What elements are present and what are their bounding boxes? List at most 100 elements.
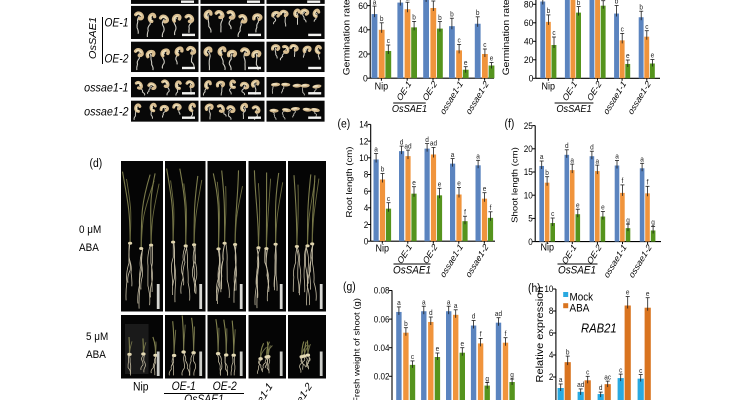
svg-text:0.06: 0.06 (374, 314, 390, 325)
svg-text:g: g (651, 219, 655, 226)
svg-text:0.04: 0.04 (374, 342, 390, 353)
svg-text:e: e (457, 180, 461, 187)
svg-text:Fresh weight of shoot (g): Fresh weight of shoot (g) (352, 298, 361, 400)
svg-text:20: 20 (524, 55, 533, 66)
svg-text:4: 4 (549, 350, 554, 361)
svg-text:Germination rate (%): Germination rate (%) (342, 0, 352, 75)
svg-text:a: a (454, 303, 458, 310)
svg-text:ad: ad (577, 382, 584, 389)
svg-text:ad: ad (430, 140, 437, 147)
svg-text:10: 10 (544, 284, 553, 295)
svg-text:RAB21: RAB21 (581, 321, 617, 336)
svg-text:a: a (595, 158, 599, 165)
svg-text:f: f (480, 331, 482, 338)
svg-text:12: 12 (359, 136, 368, 147)
svg-text:OsSAE1: OsSAE1 (88, 17, 98, 59)
svg-text:a: a (570, 157, 574, 164)
svg-text:Relative expression: Relative expression (535, 286, 545, 382)
svg-text:d: d (590, 144, 594, 151)
svg-text:d: d (599, 385, 603, 392)
svg-text:c: c (645, 24, 649, 31)
svg-text:14: 14 (359, 119, 368, 130)
svg-text:e: e (483, 186, 487, 193)
svg-text:a: a (559, 377, 563, 384)
svg-text:g: g (485, 376, 489, 383)
svg-text:OE-1: OE-1 (172, 381, 196, 394)
svg-text:a: a (373, 0, 377, 6)
svg-text:c: c (457, 37, 461, 44)
svg-text:(g): (g) (343, 281, 356, 294)
svg-text:a: a (615, 153, 619, 160)
svg-text:a: a (476, 153, 480, 160)
svg-text:e: e (626, 53, 630, 60)
svg-text:0: 0 (363, 73, 368, 84)
svg-text:(e): (e) (338, 118, 351, 131)
svg-text:a: a (451, 152, 455, 159)
svg-text:(d): (d) (90, 158, 103, 171)
svg-text:(f): (f) (505, 118, 515, 131)
svg-text:d: d (429, 310, 433, 317)
svg-text:f: f (647, 179, 649, 186)
svg-text:OsSAE1: OsSAE1 (184, 394, 224, 400)
svg-text:0: 0 (364, 236, 369, 247)
svg-text:e: e (412, 180, 416, 187)
svg-text:6: 6 (364, 186, 369, 197)
svg-text:40: 40 (524, 36, 533, 47)
svg-text:f: f (505, 331, 507, 338)
svg-text:Nip: Nip (540, 242, 553, 254)
svg-text:g: g (510, 372, 514, 379)
svg-text:b: b (450, 11, 454, 18)
svg-text:Root length (cm): Root length (cm) (344, 147, 353, 218)
svg-text:e: e (438, 181, 442, 188)
svg-text:b: b (412, 14, 416, 21)
svg-text:ad: ad (495, 311, 502, 318)
svg-text:f: f (464, 209, 466, 216)
svg-text:e: e (436, 346, 440, 353)
svg-text:e: e (464, 60, 468, 67)
svg-text:a: a (640, 156, 644, 163)
svg-text:15: 15 (524, 167, 533, 178)
svg-text:6: 6 (549, 328, 554, 339)
svg-text:a: a (406, 0, 410, 3)
svg-text:Nip: Nip (376, 243, 389, 255)
svg-text:c: c (387, 38, 391, 45)
svg-text:0 μM: 0 μM (79, 225, 101, 237)
svg-text:5: 5 (528, 213, 533, 224)
svg-text:a: a (397, 300, 401, 307)
svg-text:8: 8 (549, 306, 554, 317)
svg-text:e: e (601, 204, 605, 211)
svg-text:c: c (619, 367, 623, 374)
svg-text:b: b (404, 321, 408, 328)
svg-text:ossae1-1: ossae1-1 (84, 82, 128, 95)
svg-text:d: d (400, 139, 404, 146)
svg-text:OsSAE1: OsSAE1 (558, 265, 596, 277)
svg-text:4: 4 (364, 203, 369, 214)
svg-text:Mock: Mock (570, 292, 594, 304)
svg-text:Nip: Nip (375, 81, 388, 93)
svg-text:e: e (626, 289, 630, 296)
svg-text:a: a (447, 299, 451, 306)
svg-text:g: g (626, 217, 630, 224)
svg-text:10: 10 (359, 153, 368, 164)
svg-text:b: b (438, 15, 442, 22)
svg-text:b: b (476, 10, 480, 17)
svg-text:c: c (387, 196, 391, 203)
svg-text:OE-1: OE-1 (104, 17, 128, 30)
svg-text:e: e (460, 341, 464, 348)
svg-text:5 μM: 5 μM (86, 332, 108, 344)
svg-text:60: 60 (524, 18, 533, 29)
svg-text:f: f (621, 178, 623, 185)
svg-text:2: 2 (549, 372, 554, 383)
svg-text:Nip: Nip (542, 81, 555, 93)
svg-text:b: b (381, 166, 385, 173)
svg-text:d: d (565, 143, 569, 150)
svg-text:b: b (547, 8, 551, 15)
svg-text:OE-2: OE-2 (213, 381, 237, 394)
svg-text:c: c (411, 354, 415, 361)
svg-text:c: c (483, 42, 487, 49)
svg-text:Germination rate (%): Germination rate (%) (501, 0, 511, 75)
svg-text:e: e (646, 291, 650, 298)
svg-text:e: e (490, 55, 494, 62)
svg-text:10: 10 (524, 190, 533, 201)
svg-text:e: e (651, 52, 655, 59)
